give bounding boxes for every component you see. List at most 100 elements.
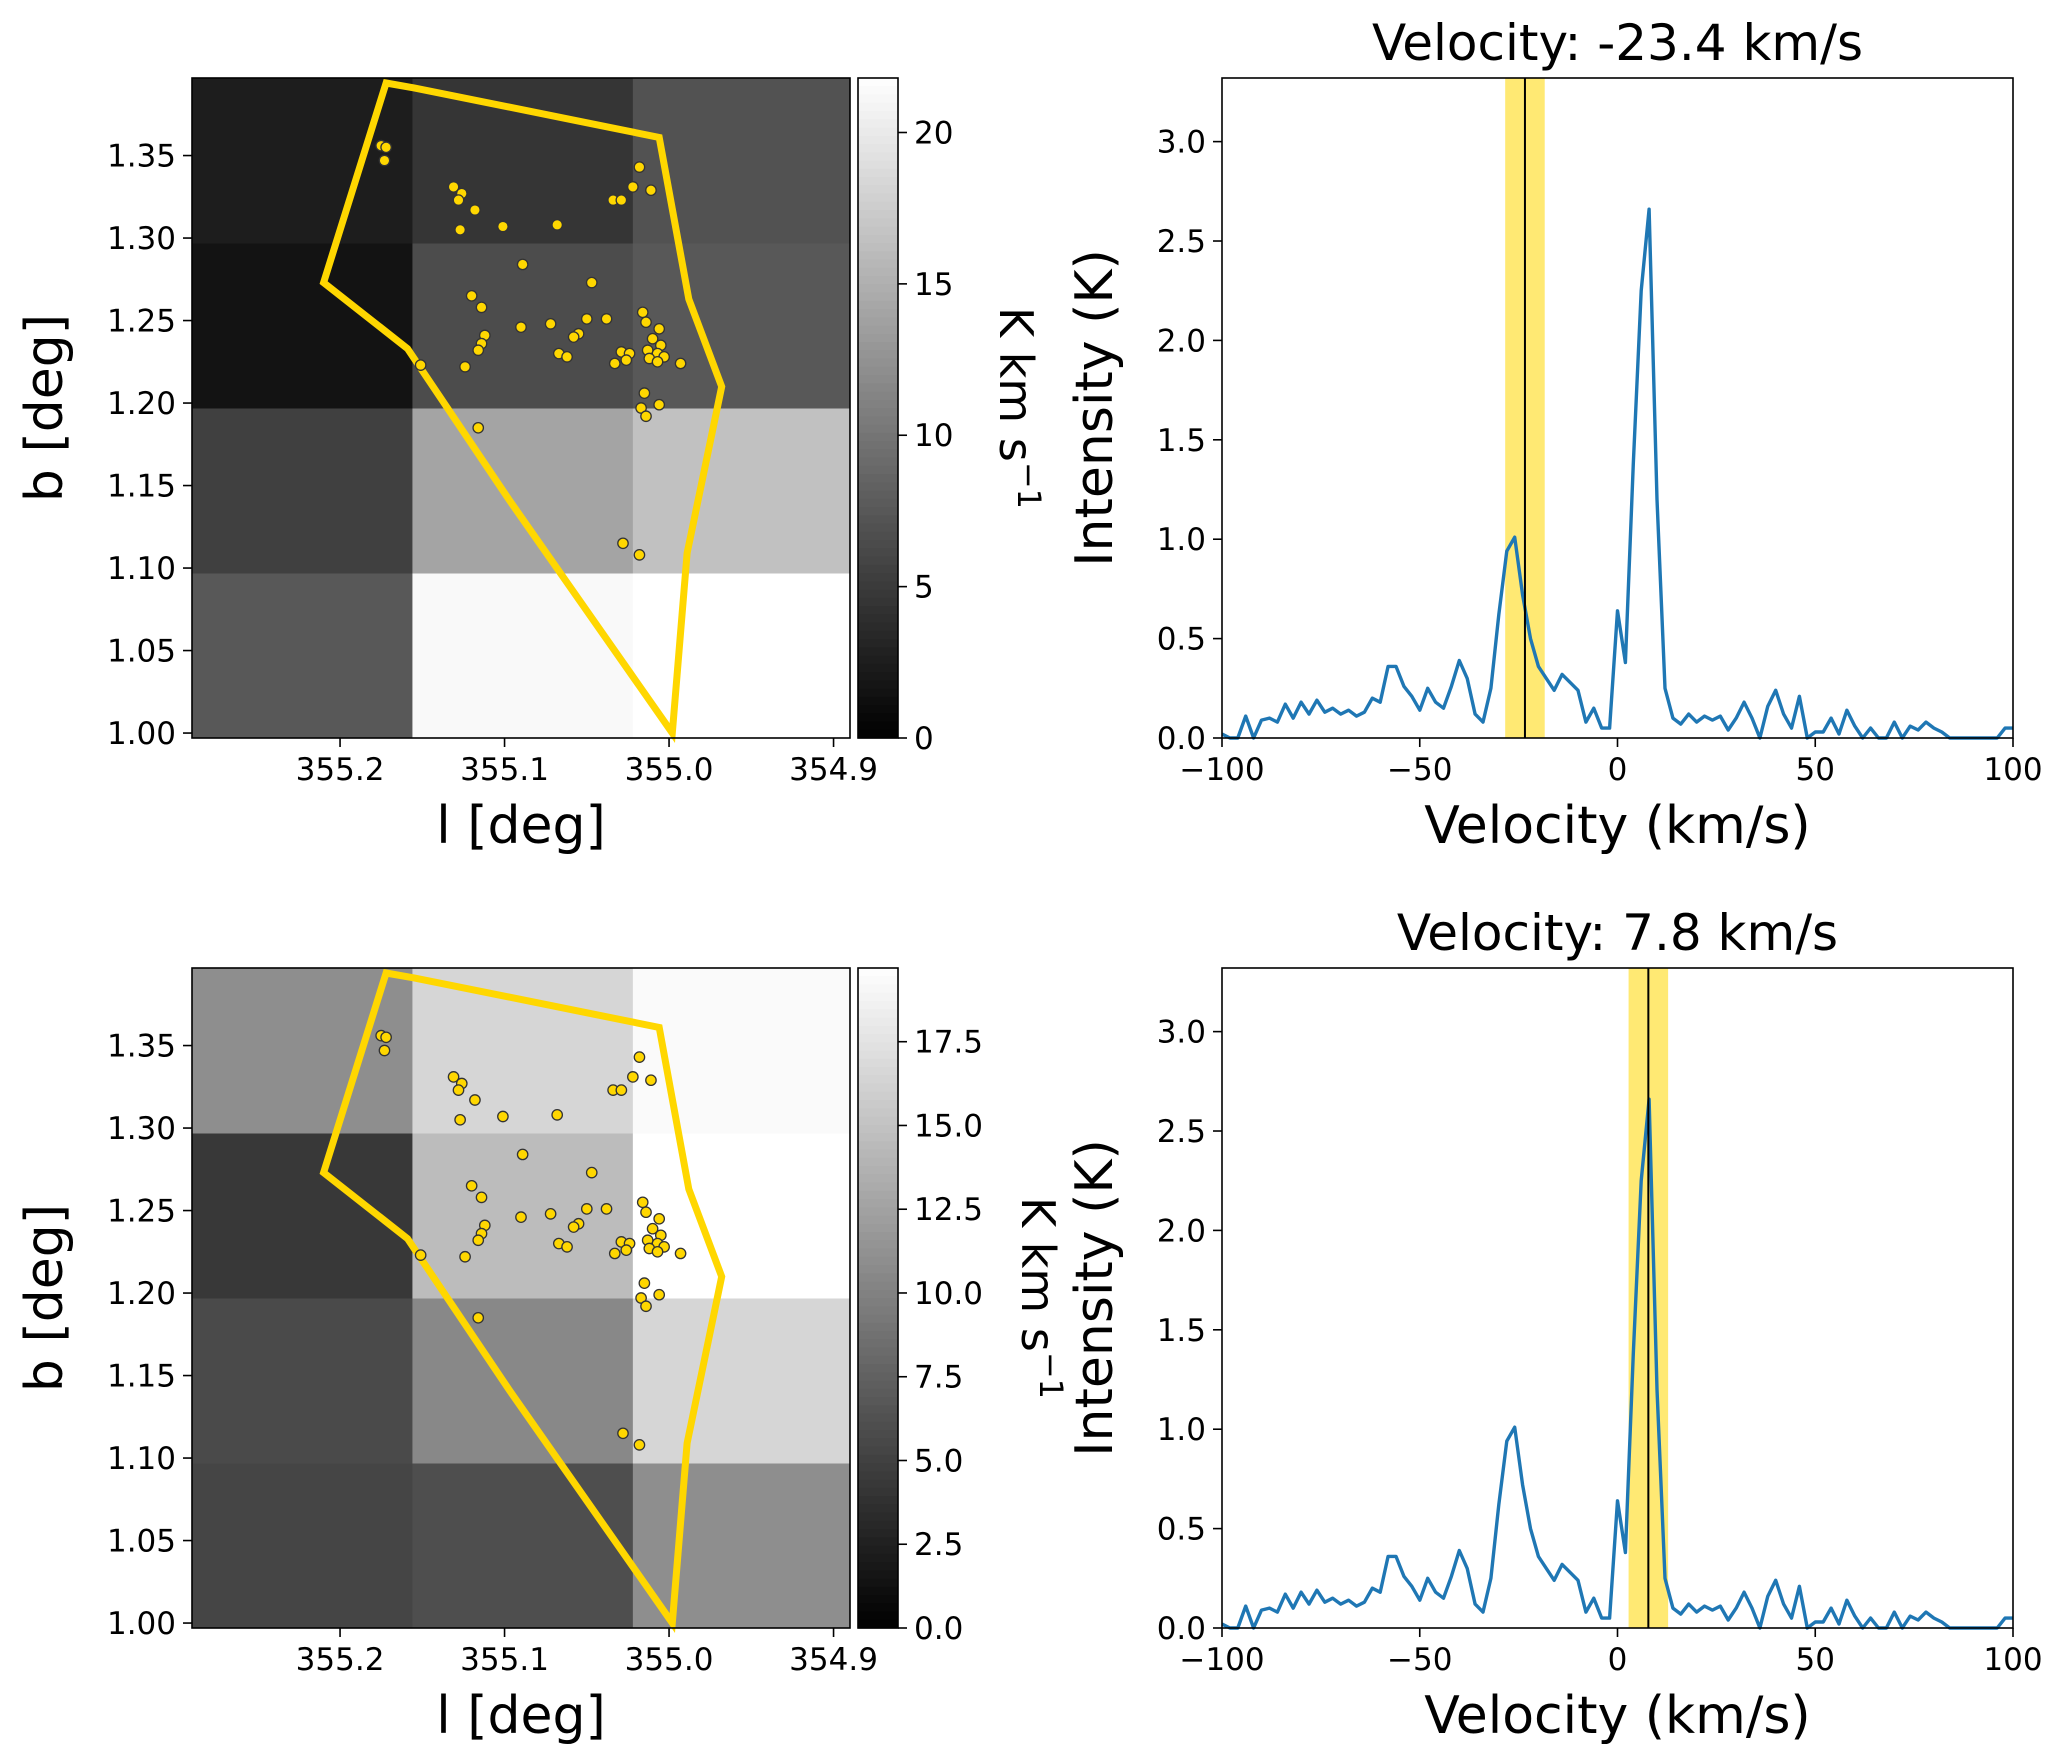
heatmap-cell [412,968,634,1134]
source-point [551,219,564,231]
colorbar-segment [858,300,898,310]
colorbar-segment [858,696,898,706]
colorbar-segment [858,548,898,558]
colorbar-segment [858,1157,898,1167]
colorbar-tick-label: 5.0 [914,1443,963,1479]
source-point [653,1288,666,1301]
source-point [454,223,466,236]
colorbar-segment [858,1141,898,1151]
colorbar-label-exponent: −1 [1032,1352,1070,1399]
colorbar-segment [858,655,898,665]
moment-map-0 [192,78,851,743]
source-point [645,184,657,197]
source-point [465,1179,478,1192]
colorbar-segment [858,193,898,203]
heatmap-cell [632,573,851,739]
colorbar-segment [858,1438,898,1448]
region-polygon [319,79,726,743]
colorbar-segment [858,234,898,244]
colorbar-segment [858,1281,898,1291]
colorbar-segment [858,1553,898,1563]
colorbar-segment [858,210,898,219]
source-point [633,548,646,561]
source-point [651,1245,664,1258]
colorbar-1 [858,968,898,1629]
source-point [653,398,666,411]
source-point [640,410,652,423]
colorbar-tick-label: 15.0 [914,1108,983,1144]
colorbar-segment [858,86,898,96]
colorbar-segment [858,177,898,186]
colorbar-segment [858,531,898,541]
y-tick-label: 1.25 [107,304,176,340]
x-tick-label: −50 [1387,1642,1452,1678]
y-tick-label: 1.25 [107,1194,176,1230]
colorbar-segment [858,1347,898,1357]
colorbar-segment [858,1298,898,1307]
source-point [551,1109,564,1121]
source-point [516,258,529,271]
colorbar-segment [858,309,898,318]
colorbar-segment [858,185,898,195]
y-tick-label: 3.0 [1157,125,1206,161]
x-tick-label: 0 [1608,752,1628,788]
colorbar-segment [858,375,898,384]
source-point [638,387,651,399]
colorbar-segment [858,342,898,351]
colorbar-segment [858,366,898,376]
colorbar-segment [858,1520,898,1530]
x-tick-label: −50 [1387,752,1452,788]
colorbar-segment [858,1017,898,1027]
source-point [380,1031,392,1044]
colorbar-segment [858,276,898,285]
colorbar-tick-label: 0 [914,721,934,757]
source-point [447,181,460,193]
colorbar-segment [858,1100,898,1109]
source-point [465,289,478,302]
colorbar-segment [858,713,898,723]
colorbar-segment [858,1487,898,1497]
x-tick-label: 355.2 [296,752,385,788]
source-point [567,331,580,343]
heatmap-cell [192,408,413,574]
colorbar-tick-label: 5 [914,570,934,606]
y-tick-label: 1.30 [107,1111,176,1147]
heatmap-cell [632,1298,851,1464]
heatmap-cell [412,573,634,739]
y-tick-label: 2.5 [1157,224,1206,260]
colorbar-segment [858,102,898,112]
spectrum-frame [1221,77,2014,739]
colorbar-tick-label: 7.5 [914,1360,963,1396]
spectrum-line [1221,207,2013,740]
colorbar-frame [857,77,899,739]
heatmap-cell [632,968,851,1134]
colorbar-segment [858,1116,898,1126]
colorbar-segment [858,160,898,170]
colorbar-segment [858,267,898,277]
source-point [380,141,392,154]
source-point [459,360,471,373]
colorbar-segment [858,1471,898,1481]
colorbar-segment [858,135,898,145]
colorbar-segment [858,1372,898,1382]
source-point [636,1196,649,1209]
x-axis-label: Velocity (km/s) [1424,1686,1810,1746]
colorbar-segment [858,1380,898,1390]
moment-map-1 [192,968,851,1633]
y-tick-label: 1.30 [107,221,176,257]
colorbar-tick-label: 2.5 [914,1527,963,1563]
source-point [561,350,573,363]
colorbar-segment [858,1397,898,1406]
heatmap-cell [412,1298,634,1464]
colorbar-segment [858,1166,898,1175]
y-tick-label: 1.5 [1157,423,1206,459]
colorbar-segment [858,424,898,434]
y-tick-label: 0.0 [1157,721,1206,757]
colorbar-tick-label: 12.5 [914,1192,983,1228]
colorbar-segment [858,383,898,393]
colorbar-segment [858,1512,898,1522]
spectrum-panel-0 [1221,78,2013,740]
colorbar-segment [858,507,898,516]
colorbar-segment [858,1273,898,1283]
colorbar-segment [858,1124,898,1134]
